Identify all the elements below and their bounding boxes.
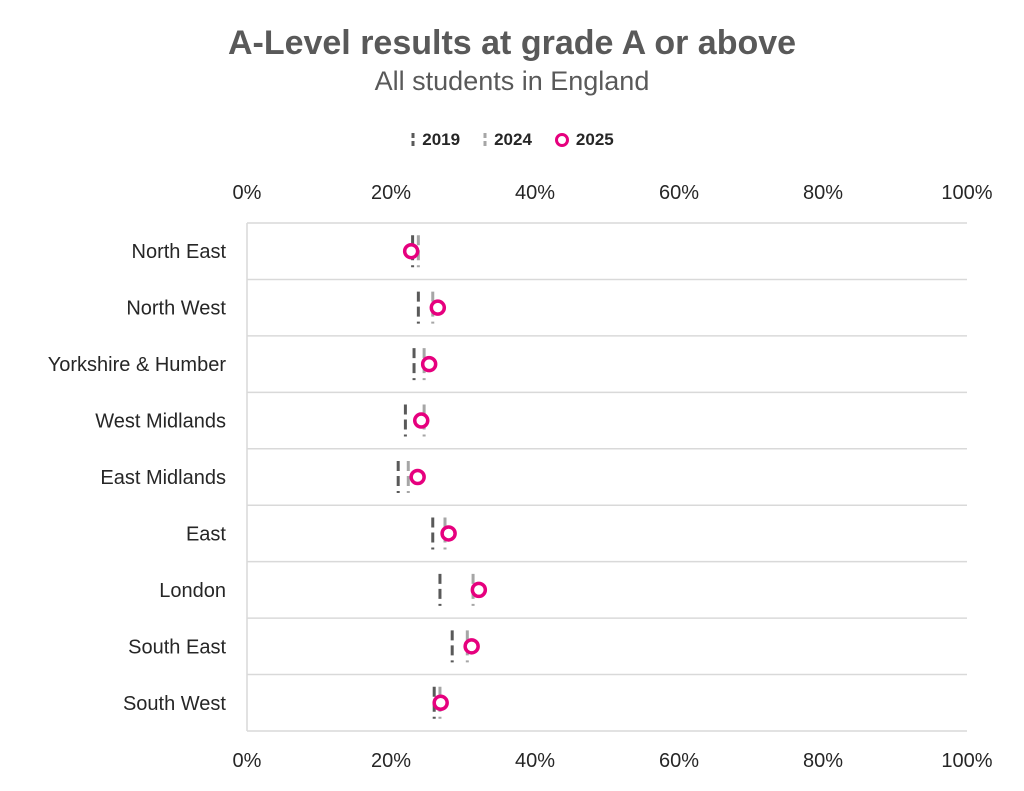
- x-tick-label-top: 0%: [233, 182, 262, 204]
- legend-label-2025: 2025: [575, 130, 614, 149]
- legend-label-2024: 2024: [494, 130, 532, 149]
- x-tick-label-top: 80%: [803, 182, 843, 204]
- chart-subtitle: All students in England: [374, 66, 650, 96]
- category-label: South East: [128, 636, 226, 658]
- data-point-2025: [420, 355, 438, 373]
- x-tick-label-bottom: 20%: [371, 750, 411, 772]
- data-point-2025: [429, 299, 447, 316]
- x-tick-label-top: 40%: [515, 182, 555, 204]
- x-tick-label-top: 100%: [941, 182, 992, 204]
- data-point-2025: [412, 412, 430, 429]
- data-point-2025: [402, 242, 420, 260]
- x-tick-label-bottom: 40%: [515, 750, 555, 772]
- legend-marker-2019: [411, 133, 415, 147]
- data-point-2025: [470, 581, 488, 599]
- x-tick-label-bottom: 80%: [803, 750, 843, 772]
- category-label: South West: [123, 693, 226, 715]
- data-point-2025: [440, 525, 457, 542]
- data-point-2025: [432, 694, 449, 712]
- category-label: Yorkshire & Humber: [48, 354, 227, 376]
- legend-item-2019: 2019: [410, 130, 460, 150]
- category-label: North East: [132, 241, 227, 263]
- x-tick-label-top: 20%: [371, 182, 411, 204]
- x-tick-label-bottom: 100%: [941, 750, 992, 772]
- chart-title: A-Level results at grade A or above: [227, 24, 797, 62]
- category-label: East: [186, 523, 226, 545]
- x-tick-label-bottom: 0%: [233, 750, 262, 772]
- chart-legend: 2019 2024 2025: [0, 130, 1024, 150]
- legend-item-2025: 2025: [554, 130, 614, 150]
- x-tick-label-bottom: 60%: [659, 750, 699, 772]
- legend-marker-2025: [554, 133, 569, 147]
- data-point-2025: [463, 638, 480, 655]
- category-label: North West: [126, 298, 226, 320]
- legend-marker-2024: [483, 133, 487, 147]
- legend-item-2024: 2024: [482, 130, 532, 150]
- category-label: London: [159, 580, 226, 602]
- category-label: West Midlands: [95, 411, 226, 433]
- legend-label-2019: 2019: [422, 130, 461, 149]
- category-label: East Midlands: [100, 467, 226, 489]
- data-point-2025: [409, 468, 426, 486]
- x-tick-label-top: 60%: [659, 182, 699, 204]
